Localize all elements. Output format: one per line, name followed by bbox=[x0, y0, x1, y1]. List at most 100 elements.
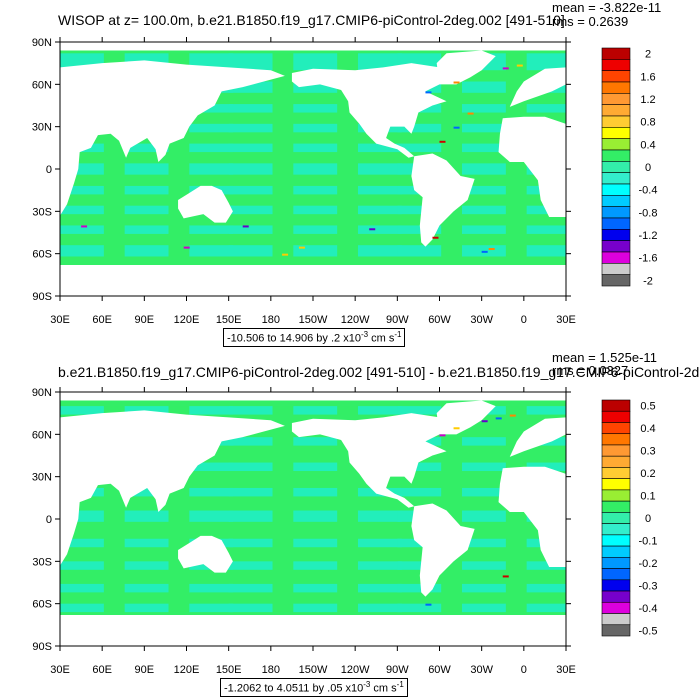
colorbar-box bbox=[601, 263, 631, 275]
colorbar-box bbox=[601, 410, 631, 423]
ocean-stripe bbox=[189, 123, 234, 133]
ocean-stripe bbox=[60, 406, 104, 415]
colorbar-box bbox=[601, 70, 631, 83]
colorbar-box bbox=[601, 217, 631, 230]
contour-range-bottom: -1.2062 to 4.0511 by .05 x10-3 cm s-1 bbox=[220, 678, 408, 697]
lat-tick-label: 30N bbox=[32, 122, 52, 134]
extreme-mark bbox=[453, 126, 460, 129]
ocean-stripe bbox=[357, 245, 402, 257]
ocean-stripe bbox=[189, 104, 234, 113]
ocean-stripe bbox=[60, 245, 104, 257]
ocean-stripe bbox=[189, 583, 234, 593]
colorbar-label: 2 bbox=[645, 49, 651, 61]
ocean-stripe bbox=[357, 205, 402, 215]
ocean-stripe bbox=[293, 487, 338, 497]
lat-tick-label: 60S bbox=[32, 599, 52, 611]
colorbar-box bbox=[601, 613, 631, 626]
extreme-mark bbox=[183, 246, 190, 249]
ocean-stripe bbox=[357, 163, 402, 175]
ocean-stripe bbox=[228, 185, 273, 195]
colorbar-label: 1.2 bbox=[640, 94, 655, 106]
colorbar-box bbox=[601, 399, 631, 412]
extreme-mark bbox=[488, 248, 495, 251]
ocean-stripe bbox=[293, 437, 338, 446]
map-title-top: WISOP at z= 100.0m, b.e21.B1850.f19_g17.… bbox=[58, 12, 565, 28]
ocean-stripe bbox=[293, 81, 338, 93]
ocean-stripe bbox=[357, 185, 402, 195]
lon-axis-top: 30E 60E 90E 120E 150E 180 150W 120W 90W 60W 30W 0 30… bbox=[50, 37, 576, 326]
colorbar-box bbox=[601, 422, 631, 435]
colorbar-box bbox=[601, 523, 631, 536]
ocean-stripe bbox=[397, 406, 442, 415]
colorbar-label: 0.4 bbox=[640, 139, 655, 151]
land-polygon bbox=[436, 400, 496, 435]
ocean-stripe bbox=[124, 185, 169, 195]
colorbar-label: -1.6 bbox=[639, 253, 658, 265]
lat-tick-label: 30S bbox=[32, 206, 52, 218]
lon-tick-label: 90E bbox=[135, 664, 155, 676]
ocean-stripe bbox=[60, 603, 104, 613]
ocean-stripe bbox=[228, 143, 273, 153]
extreme-mark bbox=[439, 434, 446, 437]
ocean-stripe bbox=[60, 205, 104, 215]
colorbar-top: 2 1.6 1.2 0.8 0.4 0 -0.4 -0.8 -1.2 -1.6 -2 bbox=[601, 47, 658, 287]
ocean-stripe bbox=[397, 123, 442, 133]
ocean-stripe bbox=[228, 163, 273, 175]
ocean-stripe bbox=[228, 462, 273, 472]
ocean-stripe bbox=[228, 53, 273, 71]
ocean-stripe bbox=[461, 462, 506, 472]
ocean-stripe bbox=[526, 603, 566, 613]
lon-tick-label: 90W bbox=[386, 664, 409, 676]
colorbar-box bbox=[601, 579, 631, 592]
ocean-stripe bbox=[124, 406, 169, 415]
ocean-field-bottom bbox=[60, 392, 566, 646]
ocean-stripe bbox=[189, 462, 234, 472]
colorbar-label: 0.8 bbox=[640, 117, 655, 129]
lon-tick-label: 60E bbox=[92, 314, 112, 326]
rms-label-bottom: rms = 0.0327 bbox=[552, 363, 629, 378]
colorbar-label: 0.3 bbox=[640, 446, 655, 458]
colorbar-label: 0.2 bbox=[640, 468, 655, 480]
lon-tick-label: 30W bbox=[470, 664, 493, 676]
ocean-stripe bbox=[124, 205, 169, 215]
lat-tick-label: 90N bbox=[32, 387, 52, 399]
lon-tick-label: 120W bbox=[341, 664, 370, 676]
ocean-stripe bbox=[397, 487, 442, 497]
ocean-stripe bbox=[461, 538, 506, 548]
land-polygon bbox=[60, 410, 285, 566]
colorbar-box bbox=[601, 444, 631, 457]
colorbar-box bbox=[601, 240, 631, 253]
ocean-stripe bbox=[293, 143, 338, 153]
lat-axis-bottom: 90N 60N 30N 0 30S 60S 90S bbox=[32, 387, 571, 653]
lat-tick-label: 30N bbox=[32, 472, 52, 484]
ocean-stripe bbox=[461, 510, 506, 522]
land-polygon bbox=[509, 67, 566, 107]
extreme-mark bbox=[425, 603, 432, 606]
ocean-stripe bbox=[189, 406, 234, 415]
lon-tick-label: 120W bbox=[341, 314, 370, 326]
ocean-stripe bbox=[228, 583, 273, 593]
ocean-stripe bbox=[461, 583, 506, 593]
ocean-stripe bbox=[60, 185, 104, 195]
ocean-stripe bbox=[461, 104, 506, 113]
ocean-stripe bbox=[397, 225, 442, 234]
ocean-stripe bbox=[228, 205, 273, 215]
ocean-stripe bbox=[293, 561, 338, 570]
extreme-mark bbox=[439, 140, 446, 143]
extreme-mark bbox=[425, 91, 432, 94]
colorbar-label: -0.8 bbox=[639, 207, 658, 219]
colorbar-box bbox=[601, 59, 631, 71]
ocean-stripe bbox=[526, 245, 566, 257]
ocean-stripe bbox=[397, 245, 442, 257]
ocean-stripe bbox=[60, 225, 104, 234]
map-title-bottom: b.e21.B1850.f19_g17.CMIP6-piControl-2deg… bbox=[58, 364, 700, 380]
ocean-stripe bbox=[124, 163, 169, 175]
land-polygon bbox=[291, 413, 447, 508]
range-unit-bottom: cm s bbox=[370, 682, 397, 695]
ocean-stripe bbox=[189, 603, 234, 613]
colorbar-label: 0.4 bbox=[640, 423, 655, 435]
ocean-stripe bbox=[293, 462, 338, 472]
ocean-stripe bbox=[124, 561, 169, 570]
colorbar-label: 0 bbox=[645, 162, 651, 174]
map-panel-top: 90N 60N 30N 0 30S 60S 90S 30E 60E 90E 120E 150E 180… bbox=[32, 0, 661, 347]
